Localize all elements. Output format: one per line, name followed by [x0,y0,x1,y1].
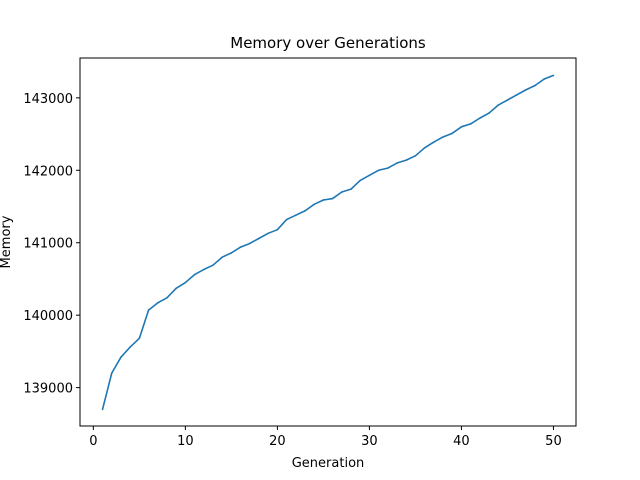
data-point [552,74,555,77]
data-point [212,264,214,266]
data-point [147,309,150,311]
data-point [331,197,334,200]
data-point [230,252,233,254]
data-point [175,287,177,290]
data-point [405,159,408,161]
y-tick-label: 139000 [23,382,73,397]
data-point [515,94,518,96]
data-point [387,167,389,169]
data-point [479,117,481,119]
x-tick-label: 0 [89,434,97,449]
data-point [294,214,297,216]
data-point [184,281,187,284]
data-point [525,89,527,91]
data-point [267,232,269,235]
data-point [101,408,104,411]
data-point [322,199,325,201]
data-point [442,136,444,138]
x-tick-label: 50 [545,434,562,449]
y-tick-label: 141000 [23,237,73,252]
data-point [534,84,536,87]
data-point [239,246,242,248]
data-point [341,191,343,193]
data-point [414,154,417,157]
data-point [460,126,463,128]
axes-frame [79,57,577,427]
y-tick-label: 143000 [23,92,73,107]
data-point [248,242,251,245]
x-tick-label: 10 [177,434,194,449]
data-point [258,237,260,240]
data-point [129,346,131,348]
data-point [285,218,288,221]
data-point [276,228,279,231]
data-point [221,256,223,259]
data-point [350,188,352,190]
data-point [313,203,315,206]
data-point [543,78,546,80]
data-point [451,132,454,135]
data-point [423,147,426,149]
x-tick-label: 40 [453,434,470,449]
data-point [359,179,362,182]
memory-series-line [101,74,554,410]
x-axis-label: Generation [292,456,365,471]
data-point [304,210,306,212]
data-point [156,302,159,304]
data-point [110,372,113,374]
x-tick-label: 20 [269,434,286,449]
data-point [377,169,380,172]
y-axis-label: Memory [0,215,14,268]
data-point [138,337,141,340]
data-point [469,123,472,125]
data-point [120,356,122,358]
data-point [488,112,490,114]
chart-title: Memory over Generations [230,34,426,52]
data-point [166,296,168,299]
data-point [497,104,500,106]
x-tick-label: 30 [361,434,378,449]
data-point [396,162,398,164]
y-tick-label: 142000 [23,164,73,179]
data-point [506,99,509,101]
data-point [433,141,435,143]
data-point [202,268,205,271]
y-tick-label: 140000 [23,309,73,324]
data-point [368,174,371,177]
data-point [193,273,196,276]
